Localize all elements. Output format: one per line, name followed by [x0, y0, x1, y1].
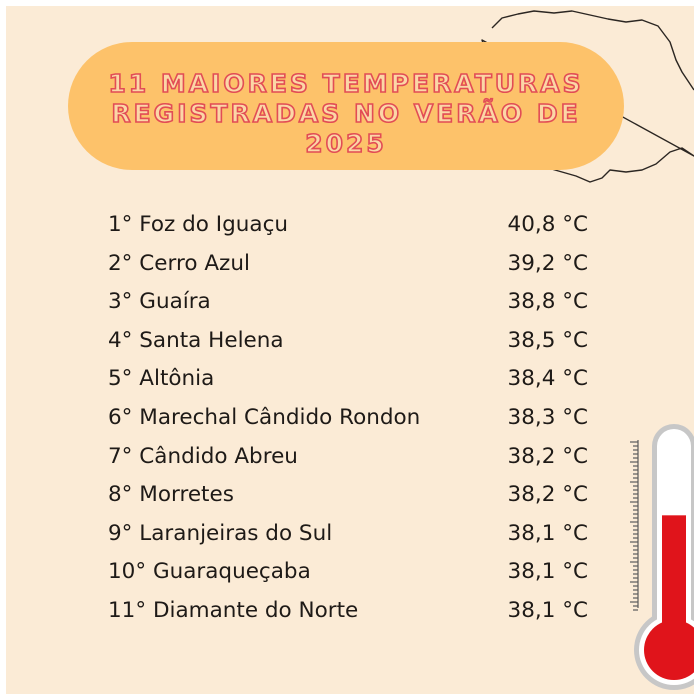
city-name: Marechal Cândido Rondon [139, 404, 421, 430]
list-item: 8° Morretes 38,2 °C [108, 479, 588, 518]
title-banner [68, 42, 624, 170]
ranking-label: 4° Santa Helena [108, 325, 284, 357]
temperature-value: 39,2 °C [507, 250, 588, 276]
list-item: 4° Santa Helena 38,5 °C [108, 325, 588, 364]
rank-number: 3° [108, 289, 133, 315]
rank-number: 1° [108, 212, 133, 237]
rank-number: 11° [108, 597, 147, 623]
ranking-label: 1° Foz do Iguaçu [108, 209, 288, 241]
rank-number: 2° [108, 250, 133, 276]
temperature-value: 38,1 °C [507, 597, 588, 623]
rank-number: 10° [108, 559, 147, 585]
ranking-label: 7° Cândido Abreu [108, 441, 298, 473]
rank-number: 9° [108, 520, 133, 546]
list-item: 10° Guaraqueçaba 38,1 °C [108, 556, 588, 595]
city-name: Foz do Iguaçu [139, 212, 289, 237]
temperature-ranking-list: 1° Foz do Iguaçu 40,8 °C 2° Cerro Azul 3… [108, 209, 588, 634]
ranking-label: 2° Cerro Azul [108, 248, 250, 280]
list-item: 1° Foz do Iguaçu 40,8 °C [108, 209, 588, 248]
city-name: Diamante do Norte [152, 597, 359, 623]
temperature-value: 38,5 °C [507, 327, 588, 353]
thermometer-scale [630, 440, 639, 611]
city-name: Morretes [139, 482, 234, 508]
list-item: 5° Altônia 38,4 °C [108, 363, 588, 402]
ranking-label: 8° Morretes [108, 479, 234, 511]
city-name: Cerro Azul [139, 250, 250, 276]
ranking-label: 10° Guaraqueçaba [108, 556, 311, 588]
temperature-value: 38,1 °C [507, 520, 588, 546]
temperature-value: 38,8 °C [507, 289, 588, 315]
temperature-value: 38,1 °C [507, 559, 588, 585]
list-item: 7° Cândido Abreu 38,2 °C [108, 441, 588, 480]
city-name: Altônia [139, 366, 215, 392]
page-title: 11 MAIORES TEMPERATURAS REGISTRADAS NO V… [68, 68, 624, 159]
temperature-value: 40,8 °C [507, 212, 588, 237]
list-item: 2° Cerro Azul 39,2 °C [108, 248, 588, 287]
rank-number: 6° [108, 404, 133, 430]
rank-number: 4° [108, 327, 133, 353]
temperature-value: 38,4 °C [507, 366, 588, 392]
city-name: Cândido Abreu [139, 443, 298, 469]
city-name: Guaraqueçaba [152, 559, 311, 585]
thermometer-icon [630, 424, 694, 690]
city-name: Guaíra [139, 289, 211, 315]
temperature-value: 38,2 °C [507, 482, 588, 508]
list-item: 3° Guaíra 38,8 °C [108, 286, 588, 325]
infographic-card: 11 MAIORES TEMPERATURAS REGISTRADAS NO V… [6, 6, 694, 694]
ranking-label: 9° Laranjeiras do Sul [108, 518, 332, 550]
list-item: 9° Laranjeiras do Sul 38,1 °C [108, 518, 588, 557]
city-name: Laranjeiras do Sul [139, 520, 333, 546]
title-line-1: 11 MAIORES TEMPERATURAS [108, 68, 584, 99]
ranking-label: 11° Diamante do Norte [108, 595, 358, 627]
ranking-label: 6° Marechal Cândido Rondon [108, 402, 420, 434]
rank-number: 8° [108, 482, 133, 508]
ranking-label: 5° Altônia [108, 363, 214, 395]
list-item: 11° Diamante do Norte 38,1 °C [108, 595, 588, 634]
ranking-label: 3° Guaíra [108, 286, 211, 318]
city-name: Santa Helena [139, 327, 284, 353]
temperature-value: 38,3 °C [507, 404, 588, 430]
rank-number: 5° [108, 366, 133, 392]
rank-number: 7° [108, 443, 133, 469]
title-line-2: REGISTRADAS NO VERÃO DE 2025 [111, 98, 581, 159]
temperature-value: 38,2 °C [507, 443, 588, 469]
list-item: 6° Marechal Cândido Rondon 38,3 °C [108, 402, 588, 441]
